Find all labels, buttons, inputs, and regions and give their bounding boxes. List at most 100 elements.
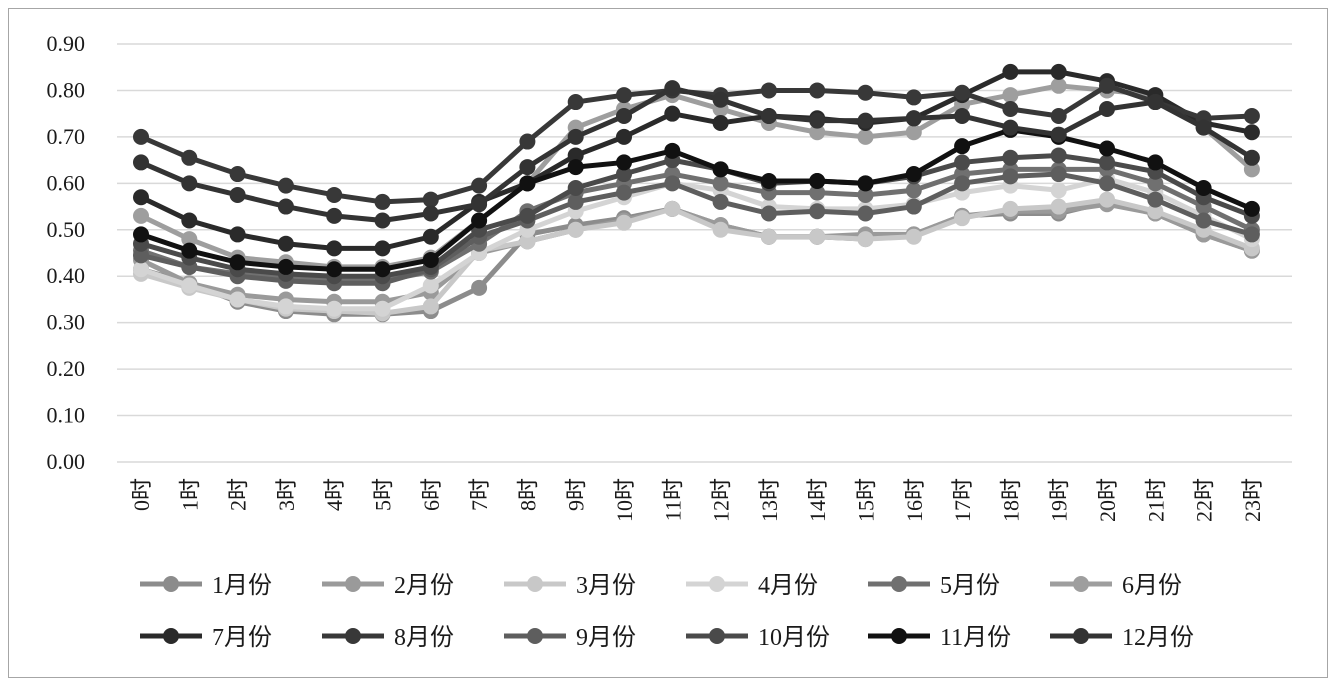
data-point — [1099, 140, 1115, 157]
y-tick-label: 0.10 — [47, 403, 86, 428]
y-tick-label: 0.00 — [47, 449, 86, 474]
data-point — [422, 251, 439, 268]
data-point — [1099, 101, 1115, 118]
data-point — [616, 184, 632, 201]
series-line — [140, 85, 1254, 223]
data-point — [664, 200, 681, 217]
legend-label: 1月份 — [212, 572, 272, 599]
data-point — [567, 128, 584, 145]
x-tick-label: 22时 — [1192, 478, 1217, 522]
data-point — [905, 182, 922, 199]
series-11 — [133, 121, 1260, 278]
data-point — [181, 149, 198, 166]
data-point — [277, 298, 294, 315]
data-point — [422, 205, 439, 222]
data-point — [326, 186, 343, 203]
data-point — [809, 82, 826, 99]
y-tick-label: 0.60 — [47, 170, 86, 195]
data-point — [181, 175, 198, 192]
data-point — [181, 212, 198, 229]
y-tick-label: 0.30 — [47, 310, 86, 335]
data-point — [1002, 87, 1019, 104]
data-point — [760, 228, 777, 245]
data-point — [616, 107, 632, 124]
legend-swatch-marker — [891, 628, 907, 644]
y-tick-label: 0.90 — [47, 31, 86, 56]
legend-label: 6月份 — [1122, 572, 1182, 599]
legend-label: 12月份 — [1122, 624, 1194, 651]
data-point — [1243, 226, 1260, 243]
data-point — [809, 173, 826, 190]
data-point — [664, 175, 681, 192]
data-point — [471, 196, 488, 213]
data-point — [712, 193, 729, 210]
legend-item: 9月份 — [504, 624, 636, 651]
data-point — [1147, 154, 1164, 171]
series-line — [140, 176, 1253, 312]
legend-swatch-marker — [527, 628, 543, 644]
data-point — [422, 191, 439, 208]
data-point — [1195, 119, 1212, 136]
data-point — [616, 166, 632, 183]
data-point — [567, 94, 584, 111]
data-point — [712, 221, 729, 238]
data-point — [133, 247, 149, 264]
data-point — [1050, 63, 1067, 80]
data-point — [519, 207, 536, 224]
data-point — [1147, 94, 1164, 111]
data-point — [1050, 198, 1067, 215]
data-point — [1050, 107, 1067, 124]
data-point — [954, 138, 971, 155]
series-2 — [133, 196, 1260, 310]
x-tick-label: 2时 — [226, 478, 251, 511]
data-point — [133, 261, 149, 278]
data-point — [760, 205, 777, 222]
data-point — [905, 110, 922, 127]
data-point — [809, 184, 826, 201]
legend-item: 12月份 — [1050, 624, 1194, 651]
legend-label: 4月份 — [758, 572, 818, 599]
data-point — [857, 205, 874, 222]
data-point — [809, 228, 826, 245]
series-line — [139, 69, 1253, 251]
data-point — [809, 203, 826, 220]
x-tick-label: 12时 — [709, 478, 734, 522]
data-point — [277, 235, 294, 252]
data-point — [133, 207, 149, 224]
data-point — [1243, 200, 1260, 217]
data-point — [181, 231, 198, 248]
legend-label: 7月份 — [212, 624, 272, 651]
x-tick-label: 16时 — [902, 478, 927, 522]
data-point — [519, 175, 536, 192]
x-tick-label: 21时 — [1143, 478, 1168, 522]
legend-swatch-marker — [345, 576, 361, 592]
legend-swatch-marker — [891, 576, 907, 592]
legend-label: 3月份 — [576, 572, 636, 599]
data-point — [954, 84, 971, 101]
data-point — [1002, 63, 1019, 80]
data-point — [712, 175, 729, 192]
data-point — [905, 166, 922, 183]
data-point — [1050, 166, 1067, 183]
series-line — [140, 152, 1253, 279]
plot-area — [133, 63, 1260, 323]
data-point — [1050, 126, 1067, 143]
x-tick-label: 11时 — [660, 478, 685, 521]
data-point — [422, 277, 439, 294]
data-point — [954, 175, 971, 192]
legend-swatch-marker — [1073, 576, 1089, 592]
legend-item: 4月份 — [686, 572, 818, 599]
x-tick-label: 0时 — [129, 478, 154, 511]
x-tick-label: 1时 — [177, 478, 202, 511]
y-axis: 0.00 0.10 0.20 0.30 0.40 0.50 0.60 0.70 0.80 0.90 — [47, 31, 86, 474]
data-point — [1147, 203, 1164, 220]
series-line — [139, 83, 1254, 270]
data-point — [857, 231, 874, 248]
legend: 1月份 2月份 3月份 4月份 5月份 6月份 7月份 8月份 9月份 10月份 11月份 12月份 — [140, 572, 1194, 651]
data-point — [326, 240, 343, 257]
x-tick-label: 14时 — [805, 478, 830, 522]
x-axis: 0时 1时 2时 3时 4时 5时 6时 7时 8时 9时 10时 11时 12时 13时 14时 15时 16… — [129, 478, 1265, 522]
legend-item: 3月份 — [504, 572, 636, 599]
data-point — [1243, 107, 1260, 124]
data-point — [1243, 149, 1260, 166]
